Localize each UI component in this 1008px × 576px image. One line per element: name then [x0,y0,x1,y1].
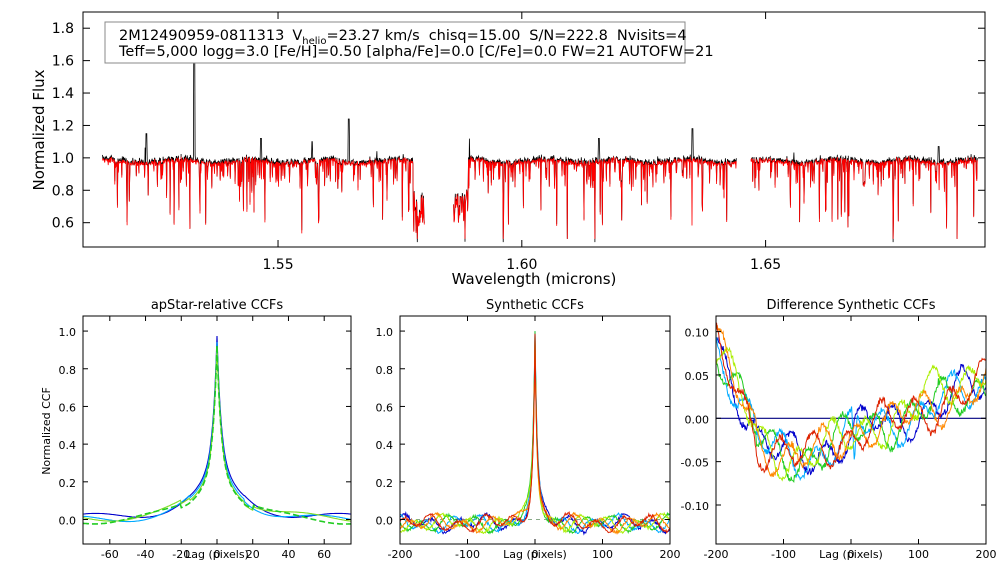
y-tick-label: 0.05 [685,370,710,383]
x-tick-label: -20 [172,548,190,561]
synthetic-ccf-xlabel: Lag (pixels) [503,548,567,561]
y-tick-label: 0.2 [59,477,77,490]
apstar-ccf-xlabel: Lag (pixels) [185,548,249,561]
vhelio-subscript: helio [302,36,326,47]
difference-ccf-xlabel: Lag (pixels) [819,548,883,561]
y-tick-label: 0.4 [376,439,394,452]
ccf-line-visit-4 [83,345,351,525]
x-tick-label: 0 [214,548,221,561]
model-spectrum-chip-3 [750,156,978,239]
apstar-ccf-ylabel: Normalized CCF [40,387,53,475]
x-tick-label: 20 [246,548,260,561]
x-tick-label: 0 [532,548,539,561]
info-box [104,21,686,64]
chisq-value: chisq=15.00 [429,28,521,44]
difference-ccf-ticks: -200 -100 0 100 200 -0.10 -0.05 0.00 0.05 0.10 [681,316,997,561]
apstar-ccf-title: apStar-relative CCFs [151,298,284,313]
y-tick-label: 0.6 [52,216,74,232]
synthetic-ccf-title: Synthetic CCFs [486,298,584,313]
apstar-ccf-lines [83,335,351,525]
synthetic-ccf-ticks: -200 -100 0 100 200 0.0 0.2 0.4 0.6 0.8 1.0 [376,316,681,561]
y-tick-label: 1.4 [52,86,74,102]
y-tick-label: 1.0 [52,151,74,167]
spectrum-ticks: 1.55 1.60 1.65 0.6 0.8 1.0 1.2 1.4 1.6 1.8 [52,12,985,273]
y-tick-label: 0.6 [59,401,77,414]
ccf-line-combined [400,333,670,534]
y-tick-label: 0.8 [59,364,77,377]
x-tick-label: -40 [137,548,155,561]
y-tick-label: 0.10 [685,327,710,340]
x-tick-label: 200 [660,548,681,561]
y-tick-label: -0.10 [681,500,709,513]
x-tick-label: 100 [592,548,613,561]
y-tick-label: 1.8 [52,21,74,37]
y-tick-label: 0.2 [376,477,394,490]
difference-ccf-panel: -200 -100 0 100 200 -0.10 -0.05 0.00 0.05 0.10 Di… [681,298,997,561]
ccf-line-visit-1 [83,335,351,518]
apstar-ccf-ticks: -60 -40 -20 0 20 40 60 0.0 0.2 0.4 0.6 0.8 1.0 [59,316,351,561]
difference-line-visit-5 [716,325,986,478]
x-tick-label: -200 [388,548,413,561]
difference-line-combined [716,322,986,474]
vhelio-prefix: V [292,28,302,44]
x-tick-label: 1.55 [262,257,293,273]
spectrum-xlabel: Wavelength (microns) [452,270,617,288]
x-tick-label: -100 [771,548,796,561]
difference-ccf-lines [716,322,986,484]
spectrum-frame [82,11,986,248]
y-tick-label: 0.8 [52,183,74,199]
y-tick-label: 1.0 [59,326,77,339]
x-tick-label: 60 [317,548,331,561]
difference-line-visit-4 [716,346,986,482]
y-tick-label: 0.0 [376,515,394,528]
y-tick-label: 1.0 [376,326,394,339]
x-tick-label: 200 [976,548,997,561]
model-spectrum-chip-1 [102,156,425,239]
model-spectrum-chip-2 [453,156,737,239]
spectrum-lines [102,31,978,243]
synthetic-ccf-lines [400,331,670,536]
y-tick-label: 1.6 [52,54,74,70]
x-tick-label: 40 [281,548,295,561]
x-tick-label: 0 [848,548,855,561]
info-line-2: Teff=5,000 logg=3.0 [Fe/H]=0.50 [alpha/F… [118,44,714,60]
x-tick-label: 100 [908,548,929,561]
x-tick-label: -200 [704,548,729,561]
spectrum-panel: 1.55 1.60 1.65 0.6 0.8 1.0 1.2 1.4 1.6 1.8 2M1249… [30,11,986,288]
y-tick-label: -0.05 [681,457,709,470]
info-line-1: 2M12490959-0811313 Vhelio=23.27 km/s chisq… [119,28,687,47]
y-tick-label: 0.8 [376,364,394,377]
x-tick-label: -60 [101,548,119,561]
y-tick-label: 0.00 [685,413,710,426]
ccf-line-visit-2 [83,342,351,523]
x-tick-label: 1.65 [750,257,781,273]
apstar-ccf-panel: -60 -40 -20 0 20 40 60 0.0 0.2 0.4 0.6 0.8 1.0 apSta… [40,298,352,561]
y-tick-label: 0.0 [59,515,77,528]
nvisits-value: Nvisits=4 [617,28,687,44]
star-id: 2M12490959-0811313 [119,28,284,44]
snr-value: S/N=222.8 [529,28,608,44]
x-tick-label: -100 [455,548,480,561]
difference-ccf-title: Difference Synthetic CCFs [766,298,935,313]
synthetic-ccf-panel: -200 -100 0 100 200 0.0 0.2 0.4 0.6 0.8 1.0 Synthe… [376,298,681,561]
vhelio-value: =23.27 km/s [326,28,419,44]
y-tick-label: 0.6 [376,401,394,414]
spectrum-ylabel: Normalized Flux [30,69,48,190]
y-tick-label: 0.4 [59,439,77,452]
x-tick-label: 1.60 [506,257,537,273]
y-tick-label: 1.2 [52,118,74,134]
